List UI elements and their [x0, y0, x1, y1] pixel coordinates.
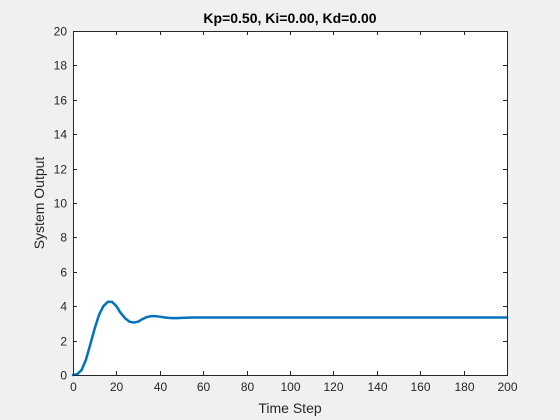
x-tick-label: 200: [497, 380, 517, 394]
y-tick-label: 6: [60, 266, 67, 280]
x-tick-label: 80: [241, 380, 255, 394]
plot-area: [73, 31, 507, 375]
x-tick-label: 140: [367, 380, 387, 394]
series-line-0: [71, 300, 509, 377]
x-tick-label: 40: [154, 380, 168, 394]
y-tick-label: 10: [54, 197, 68, 211]
y-tick-label: 20: [54, 25, 68, 39]
x-tick-label: 60: [197, 380, 211, 394]
y-tick-label: 14: [54, 128, 68, 142]
y-tick-label: 18: [54, 59, 68, 73]
y-axis-title: System Output: [31, 157, 47, 250]
x-axis-title: Time Step: [258, 400, 321, 416]
y-tick-label: 8: [60, 231, 67, 245]
x-tick-label: 160: [410, 380, 430, 394]
axes-layer: 0 20 40 60 80 100 120 140 160 180 200 0 2 4 6 8 10 12 14 16…: [54, 25, 518, 395]
x-tick-label: 120: [323, 380, 343, 394]
series-layer: [71, 300, 509, 377]
y-tick-label: 4: [60, 300, 67, 314]
y-tick-label: 0: [60, 369, 67, 383]
chart-title: Kp=0.50, Ki=0.00, Kd=0.00: [203, 10, 376, 26]
y-tick-label: 16: [54, 94, 68, 108]
x-tick-label: 0: [70, 380, 77, 394]
x-tick-label: 20: [110, 380, 124, 394]
y-tick-label: 2: [60, 335, 67, 349]
x-tick-label: 100: [280, 380, 300, 394]
x-tick-label: 180: [454, 380, 474, 394]
y-tick-label: 12: [54, 163, 68, 177]
